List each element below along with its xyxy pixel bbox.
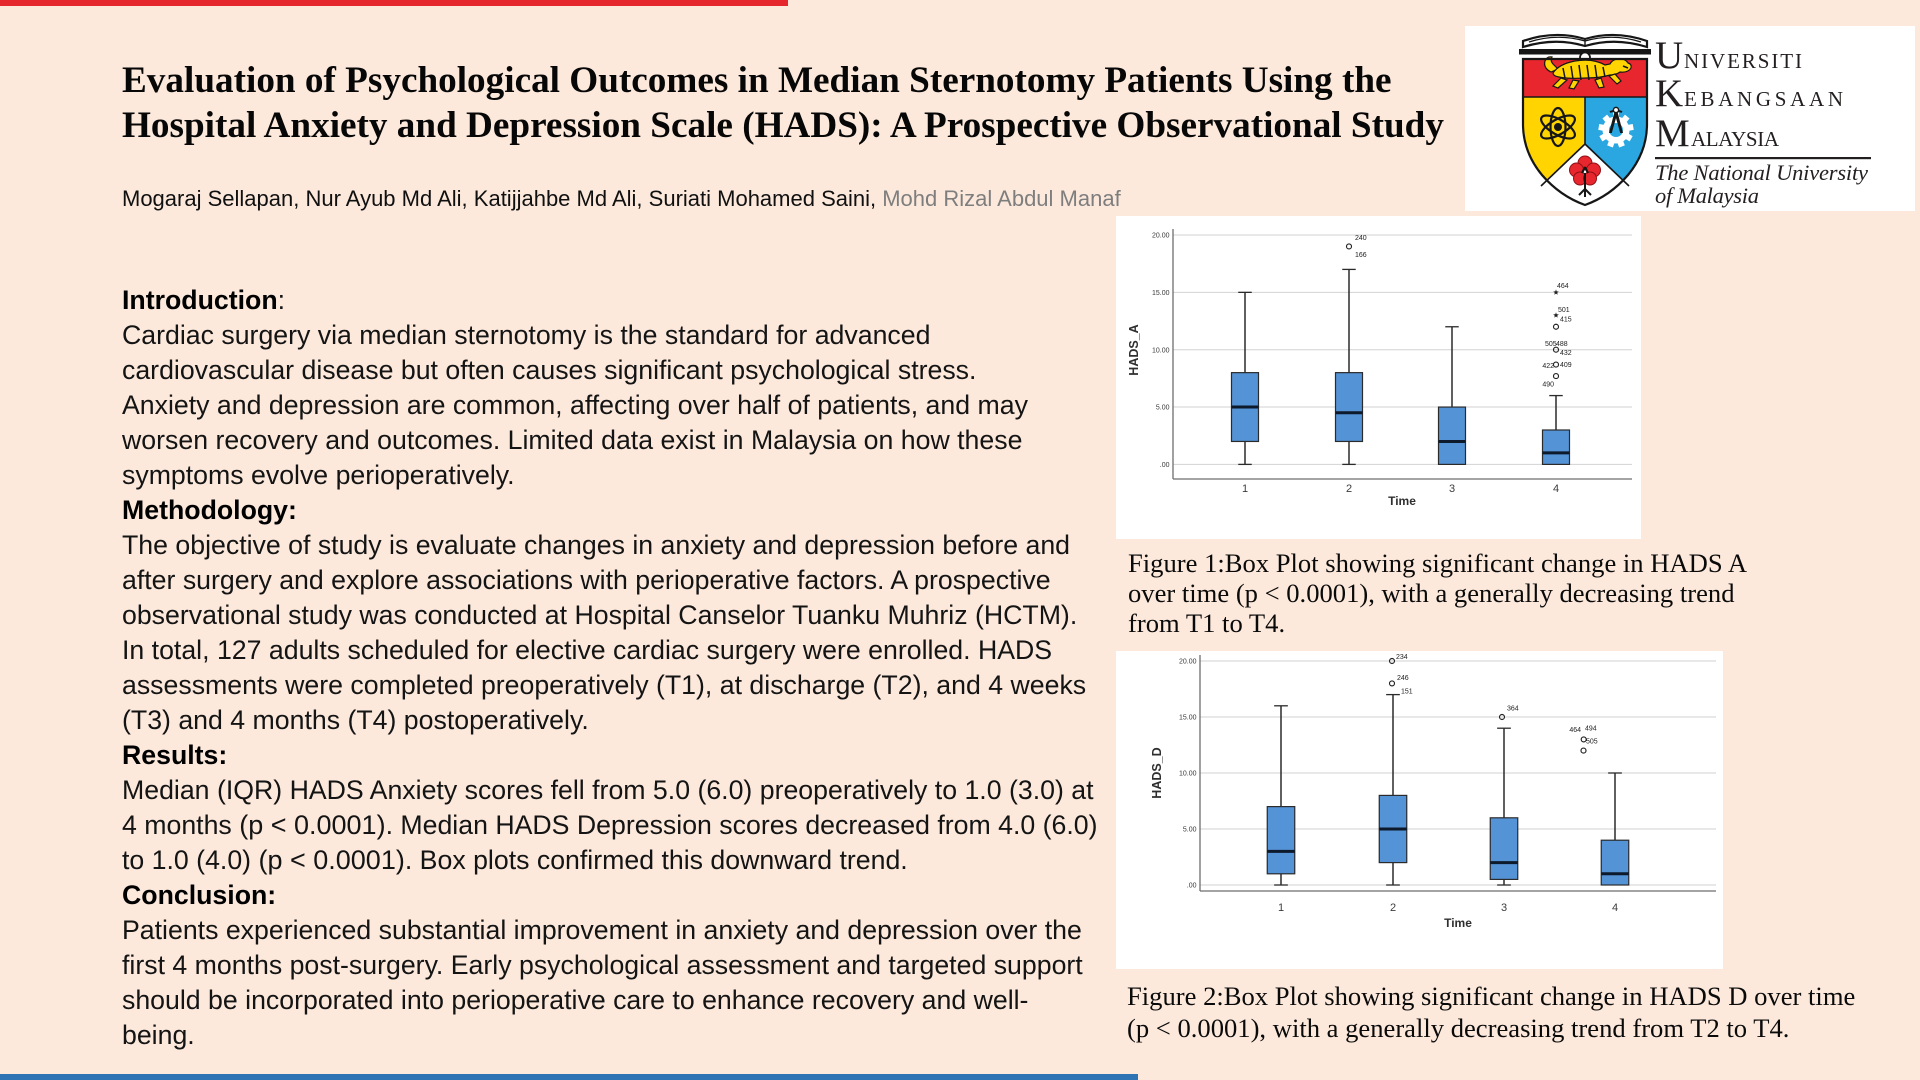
svg-text:166: 166 xyxy=(1355,252,1367,259)
svg-text:464: 464 xyxy=(1557,283,1569,290)
svg-text:U: U xyxy=(1655,34,1683,77)
svg-text:505: 505 xyxy=(1545,341,1557,348)
svg-text:464: 464 xyxy=(1569,727,1581,734)
svg-text:.00: .00 xyxy=(1160,462,1170,469)
svg-text:505: 505 xyxy=(1586,739,1598,746)
svg-text:501: 501 xyxy=(1558,307,1570,314)
svg-text:The National University: The National University xyxy=(1655,160,1868,185)
svg-text:415: 415 xyxy=(1560,317,1572,324)
svg-text:.00: .00 xyxy=(1187,883,1197,890)
svg-text:NIVERSITI: NIVERSITI xyxy=(1684,49,1802,73)
svg-text:1: 1 xyxy=(1278,902,1284,914)
svg-text:15.00: 15.00 xyxy=(1152,290,1170,297)
svg-text:HADS_D: HADS_D xyxy=(1150,747,1164,798)
svg-text:409: 409 xyxy=(1560,362,1572,369)
svg-text:5.00: 5.00 xyxy=(1183,827,1197,834)
svg-text:364: 364 xyxy=(1507,706,1519,713)
svg-text:15.00: 15.00 xyxy=(1179,715,1197,722)
svg-text:3: 3 xyxy=(1501,902,1507,914)
svg-text:of Malaysia: of Malaysia xyxy=(1655,183,1759,208)
svg-text:Time: Time xyxy=(1444,916,1472,930)
svg-text:151: 151 xyxy=(1401,689,1413,696)
svg-text:2: 2 xyxy=(1390,902,1396,914)
svg-text:3: 3 xyxy=(1449,483,1455,495)
svg-text:422: 422 xyxy=(1542,363,1554,370)
svg-text:1: 1 xyxy=(1242,483,1248,495)
svg-text:Time: Time xyxy=(1388,494,1416,508)
svg-text:HADS_A: HADS_A xyxy=(1127,324,1141,375)
svg-text:ALAYSIA: ALAYSIA xyxy=(1691,127,1780,151)
svg-text:EBANGSAAN: EBANGSAAN xyxy=(1684,87,1843,111)
svg-text:246: 246 xyxy=(1397,675,1409,682)
svg-text:240: 240 xyxy=(1355,235,1367,242)
svg-text:K: K xyxy=(1655,72,1683,115)
svg-text:20.00: 20.00 xyxy=(1152,233,1170,240)
svg-text:M: M xyxy=(1655,112,1690,155)
svg-text:2: 2 xyxy=(1346,483,1352,495)
svg-text:432: 432 xyxy=(1560,350,1572,357)
svg-text:5.00: 5.00 xyxy=(1156,405,1170,412)
svg-text:494: 494 xyxy=(1585,726,1597,733)
svg-text:4: 4 xyxy=(1553,483,1559,495)
svg-text:234: 234 xyxy=(1396,654,1408,661)
svg-text:10.00: 10.00 xyxy=(1152,347,1170,354)
svg-text:490: 490 xyxy=(1542,382,1554,389)
svg-text:10.00: 10.00 xyxy=(1179,771,1197,778)
svg-text:4: 4 xyxy=(1612,902,1618,914)
svg-text:488: 488 xyxy=(1556,341,1568,348)
svg-text:20.00: 20.00 xyxy=(1179,659,1197,666)
